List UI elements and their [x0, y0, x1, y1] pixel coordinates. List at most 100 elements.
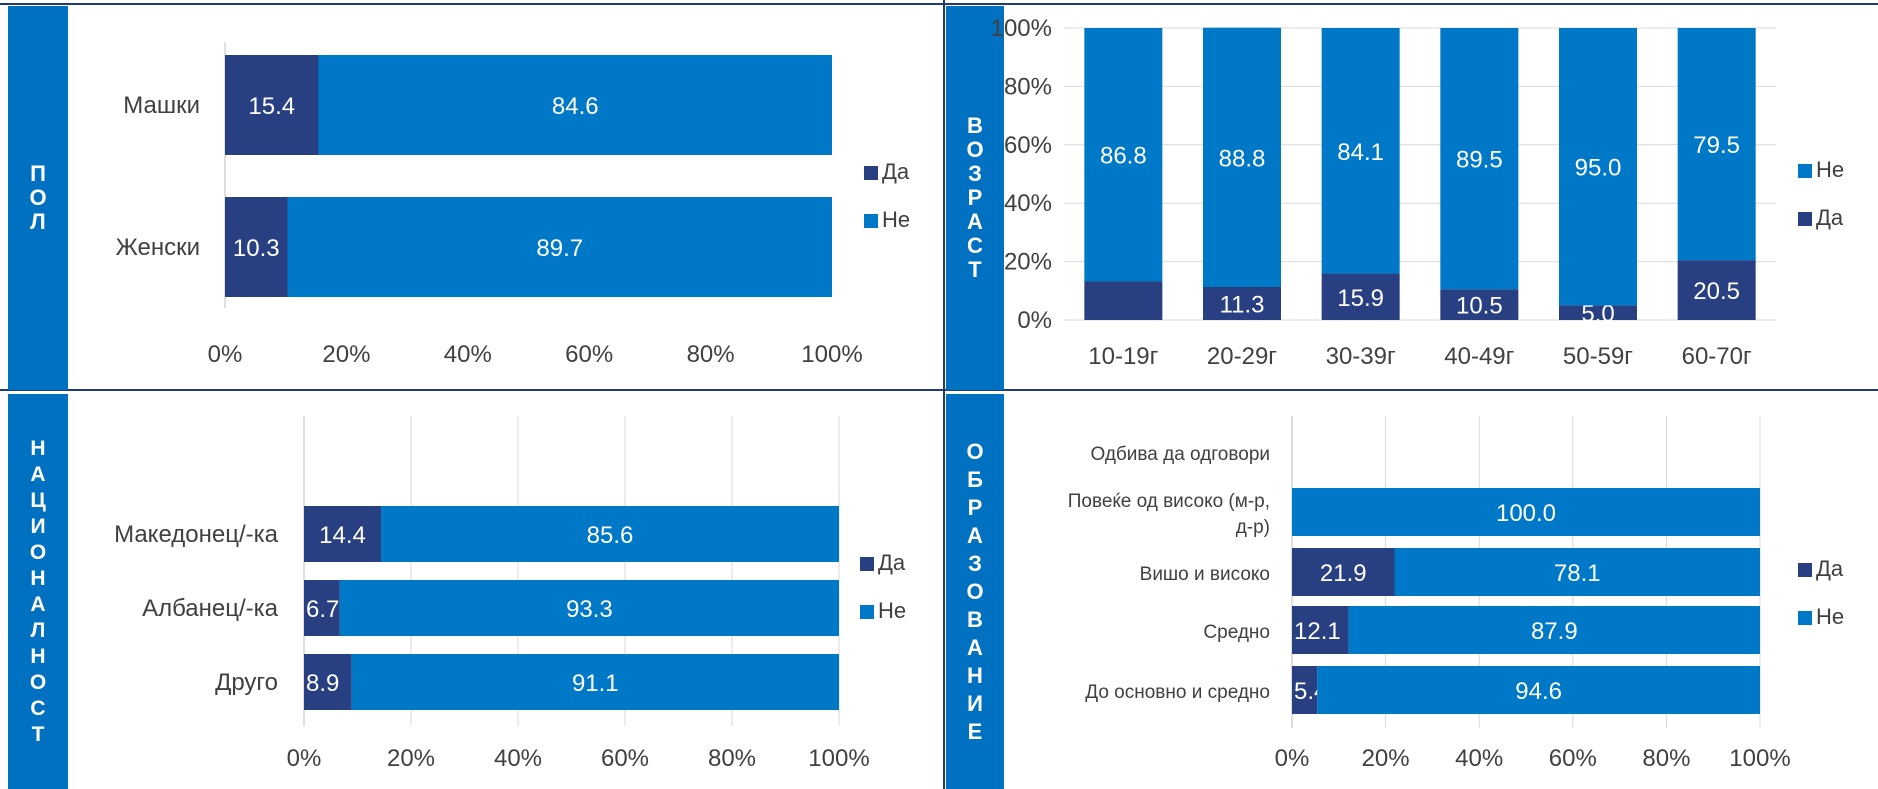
pol-legend-swatch-да — [864, 166, 878, 180]
vozrast-data-label-не: 84.1 — [1337, 139, 1384, 166]
pol-x-tick-label: 0% — [208, 341, 243, 368]
pol-data-label-не: 84.6 — [552, 93, 599, 120]
obrazovanie-legend-swatch-да — [1798, 563, 1812, 577]
vozrast-bar-не — [1203, 27, 1281, 288]
nacionalnost-bar-да — [304, 580, 340, 636]
vozrast-data-label-да: 10.5 — [1456, 293, 1503, 320]
obrazovanie-data-label-не: 87.9 — [1531, 618, 1578, 645]
obrazovanie-data-label-да: 12.1 — [1294, 618, 1341, 645]
vozrast-bar-да — [1559, 305, 1637, 320]
pol-bar-не — [318, 55, 832, 155]
obrazovanie-x-tick-label: 80% — [1642, 745, 1690, 772]
pol-title: П О Л — [29, 161, 47, 234]
vozrast-bar-да — [1321, 273, 1400, 320]
nacionalnost-x-tick-label: 20% — [387, 745, 435, 772]
obrazovanie-bar-да — [1292, 606, 1349, 654]
vozrast-legend-label-не: Не — [1816, 157, 1844, 182]
vozrast-data-label-да: 11.3 — [1220, 292, 1265, 319]
pol-x-tick-label: 80% — [687, 341, 735, 368]
vozrast-bar-не — [1321, 28, 1400, 274]
nacionalnost-bar-не — [351, 654, 839, 710]
nacionalnost-category-label: Македонец/-ка — [114, 521, 279, 548]
vozrast-data-label-не: 89.5 — [1456, 147, 1503, 174]
vozrast-bar-не — [1084, 28, 1163, 282]
obrazovanie-bar-не — [1348, 606, 1760, 654]
nacionalnost-bar-да — [304, 654, 352, 710]
vozrast-data-label-не: 86.8 — [1100, 143, 1147, 170]
vozrast-x-tick-label: 60-70г — [1682, 343, 1752, 370]
obrazovanie-x-tick-label: 20% — [1362, 745, 1410, 772]
obrazovanie-category-label: Одбива да одговори — [1090, 444, 1270, 465]
pol-x-tick-label: 60% — [565, 341, 613, 368]
vozrast-legend-label-да: Да — [1816, 205, 1844, 230]
nacionalnost-x-tick-label: 60% — [601, 745, 649, 772]
nacionalnost-bar-да — [304, 506, 382, 562]
vozrast-bar-не — [1559, 28, 1637, 306]
vozrast-data-label-не: 95.0 — [1575, 155, 1622, 182]
vozrast-bar-не — [1440, 28, 1519, 290]
obrazovanie-x-tick-label: 100% — [1729, 745, 1790, 772]
obrazovanie-bar-не — [1292, 488, 1760, 536]
obrazovanie-bar-да — [1292, 548, 1395, 596]
vozrast-x-tick-label: 30-39г — [1326, 343, 1396, 370]
pol-x-tick-label: 100% — [801, 341, 862, 368]
pol-category-label: Женски — [116, 234, 200, 261]
nacionalnost-legend-label-да: Да — [878, 550, 906, 575]
obrazovanie-category-label: Повеќе од високо (м-р, — [1068, 491, 1270, 512]
vozrast-data-label-не: 79.5 — [1693, 132, 1740, 159]
obrazovanie-title-bar: О Б Р А З О В А Н И Е — [946, 394, 1004, 789]
pol-bar-да — [225, 55, 319, 155]
nacionalnost-category-label: Друго — [215, 669, 278, 696]
nacionalnost-chart: 0% 20% 40% 60% 80% 100% Македонец/-ка 14.4 85.6 А… — [114, 416, 906, 772]
vozrast-x-tick-label: 10-19г — [1088, 343, 1158, 370]
pol-category-label: Машки — [123, 92, 200, 119]
nacionalnost-title-bar: Н А Ц И О Н А Л Н О С Т — [8, 394, 68, 789]
vozrast-bar-да — [1084, 281, 1163, 320]
vozrast-data-label-да: 20.5 — [1693, 278, 1740, 305]
vozrast-y-tick-label: 20% — [1004, 249, 1052, 276]
pol-bar-да — [225, 197, 288, 297]
vozrast-chart: 100% 80% 60% 40% 20% 0% 10-19г 86.8 20-29г 11.3 88… — [991, 15, 1845, 370]
obrazovanie-category-label: д-р) — [1236, 517, 1270, 538]
obrazovanie-bar-не — [1394, 548, 1760, 596]
panel-vozrast: В О З Р А С Т 100% 80% 60% 40% 20% 0% 10-19г 86… — [944, 0, 1878, 390]
nacionalnost-legend-swatch-да — [860, 557, 874, 571]
pol-x-tick-label: 20% — [322, 341, 370, 368]
pol-legend-label-да: Да — [882, 159, 910, 184]
obrazovanie-data-label-не: 100.0 — [1496, 500, 1556, 527]
obrazovanie-data-label-да: 21.9 — [1320, 560, 1367, 587]
vozrast-bar-да — [1440, 289, 1519, 320]
vozrast-x-tick-label: 50-59г — [1563, 343, 1633, 370]
vozrast-data-label-не: 88.8 — [1219, 145, 1266, 172]
obrazovanie-bar-не — [1317, 666, 1760, 714]
vozrast-y-tick-label: 100% — [991, 15, 1052, 42]
vozrast-x-tick-label: 20-29г — [1207, 343, 1277, 370]
obrazovanie-data-label-не: 94.6 — [1515, 678, 1562, 705]
nacionalnost-bar-не — [339, 580, 839, 636]
obrazovanie-legend-label-да: Да — [1816, 556, 1844, 581]
panel-obrazovanie: О Б Р А З О В А Н И Е 0% 20% 40% 60% 80% 100%… — [944, 390, 1878, 789]
vozrast-y-tick-label: 40% — [1004, 190, 1052, 217]
vozrast-title: В О З Р А С Т — [966, 113, 984, 282]
obrazovanie-x-tick-label: 0% — [1275, 745, 1310, 772]
panel-pol: П О Л 0% 20% 40% 60% 80% 100% Машки 15.4 84.6 Жен… — [0, 0, 944, 390]
obrazovanie-x-tick-label: 60% — [1549, 745, 1597, 772]
nacionalnost-title: Н А Ц И О Н А Л Н О С Т — [29, 436, 47, 746]
pol-data-label-да: 10.3 — [233, 235, 280, 262]
obrazovanie-legend-label-не: Не — [1816, 604, 1844, 629]
nacionalnost-legend-label-не: Не — [878, 598, 906, 623]
vozrast-y-tick-label: 0% — [1017, 307, 1052, 334]
pol-legend-label-не: Не — [882, 207, 910, 232]
obrazovanie-category-label: Вишо и високо — [1140, 564, 1270, 585]
nacionalnost-legend-swatch-не — [860, 605, 874, 619]
nacionalnost-data-label-да: 14.4 — [319, 522, 366, 549]
vozrast-bar-да — [1203, 287, 1281, 320]
pol-data-label-не: 89.7 — [536, 235, 583, 262]
pol-x-tick-label: 40% — [444, 341, 492, 368]
nacionalnost-data-label-не: 91.1 — [572, 670, 619, 697]
vozrast-bar-да — [1677, 260, 1756, 320]
nacionalnost-category-label: Албанец/-ка — [142, 595, 279, 622]
pol-title-bar: П О Л — [8, 6, 68, 390]
pol-legend-swatch-не — [864, 214, 878, 228]
